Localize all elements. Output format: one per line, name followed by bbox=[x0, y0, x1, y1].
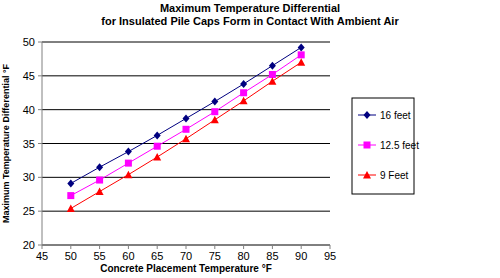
point bbox=[268, 77, 276, 85]
point bbox=[269, 62, 276, 70]
legend-label: 16 feet bbox=[380, 110, 411, 121]
title: Maximum Temperature Differential bbox=[160, 2, 340, 14]
point bbox=[240, 89, 247, 96]
x-tick-label: 95 bbox=[324, 250, 336, 262]
y-tick bbox=[38, 211, 42, 212]
x-tick-label: 90 bbox=[295, 250, 307, 262]
x-tick-label: 75 bbox=[209, 250, 221, 262]
point bbox=[96, 163, 103, 171]
grid-line bbox=[42, 211, 330, 212]
legend-label: 9 Feet bbox=[380, 170, 409, 181]
grid-line bbox=[42, 109, 330, 110]
y-tick bbox=[38, 42, 42, 43]
series-line bbox=[71, 62, 301, 208]
point bbox=[67, 192, 74, 199]
x-tick bbox=[272, 245, 273, 249]
point bbox=[154, 143, 161, 150]
x-tick-label: 60 bbox=[122, 250, 134, 262]
point bbox=[67, 204, 75, 212]
point bbox=[125, 160, 132, 167]
x-tick bbox=[70, 245, 71, 249]
point bbox=[240, 97, 248, 105]
x-tick-label: 65 bbox=[151, 250, 163, 262]
point bbox=[240, 80, 247, 88]
point bbox=[183, 114, 190, 122]
series-line bbox=[71, 55, 301, 196]
x-axis-label: Concrete Placement Temperature °F bbox=[100, 263, 272, 274]
chart: Maximum Temperature Differentialfor Insu… bbox=[0, 0, 500, 278]
point bbox=[96, 188, 104, 196]
grid-line bbox=[42, 75, 330, 76]
y-axis-label: Maximum Temperature Differential °F bbox=[1, 64, 11, 223]
subtitle: for Insulated Pile Caps Form in Contact … bbox=[101, 15, 399, 27]
grid-line bbox=[42, 177, 330, 178]
y-tick bbox=[38, 75, 42, 76]
x-tick-label: 80 bbox=[237, 250, 249, 262]
legend-label: 12.5 feet bbox=[380, 140, 419, 151]
grid-line bbox=[42, 143, 330, 144]
point bbox=[125, 148, 132, 156]
y-tick-label: 50 bbox=[23, 36, 35, 48]
point bbox=[269, 71, 276, 78]
x-tick-label: 70 bbox=[180, 250, 192, 262]
y-tick-label: 45 bbox=[23, 70, 35, 82]
point bbox=[211, 98, 218, 106]
point bbox=[298, 51, 305, 58]
x-tick bbox=[243, 245, 244, 249]
y-tick-label: 25 bbox=[23, 205, 35, 217]
x-tick bbox=[157, 245, 158, 249]
x-tick bbox=[99, 245, 100, 249]
x-tick bbox=[301, 245, 302, 249]
point bbox=[297, 58, 305, 66]
legend-marker bbox=[364, 142, 371, 149]
x-tick bbox=[214, 245, 215, 249]
point bbox=[211, 108, 218, 115]
y-tick-label: 40 bbox=[23, 104, 35, 116]
y-tick bbox=[38, 143, 42, 144]
y-tick bbox=[38, 109, 42, 110]
x-tick bbox=[186, 245, 187, 249]
point bbox=[182, 135, 190, 143]
legend-marker bbox=[364, 111, 371, 119]
x-tick-label: 50 bbox=[65, 250, 77, 262]
x-tick bbox=[330, 245, 331, 249]
y-tick-label: 30 bbox=[23, 171, 35, 183]
series-line bbox=[71, 47, 301, 183]
x-tick-label: 45 bbox=[36, 250, 48, 262]
point bbox=[153, 153, 161, 161]
grid-line bbox=[42, 42, 330, 43]
point bbox=[124, 171, 132, 179]
x-tick bbox=[128, 245, 129, 249]
x-tick-label: 55 bbox=[93, 250, 105, 262]
point bbox=[154, 131, 161, 139]
y-tick-label: 20 bbox=[23, 239, 35, 251]
point bbox=[96, 177, 103, 184]
y-tick bbox=[38, 177, 42, 178]
point bbox=[298, 43, 305, 51]
point bbox=[67, 179, 74, 187]
y-tick bbox=[38, 245, 42, 246]
point bbox=[211, 116, 219, 124]
legend-marker bbox=[363, 171, 371, 179]
point bbox=[183, 126, 190, 133]
x-tick-label: 85 bbox=[266, 250, 278, 262]
x-tick bbox=[42, 245, 43, 249]
y-tick-label: 35 bbox=[23, 138, 35, 150]
plot-marks bbox=[67, 43, 305, 212]
